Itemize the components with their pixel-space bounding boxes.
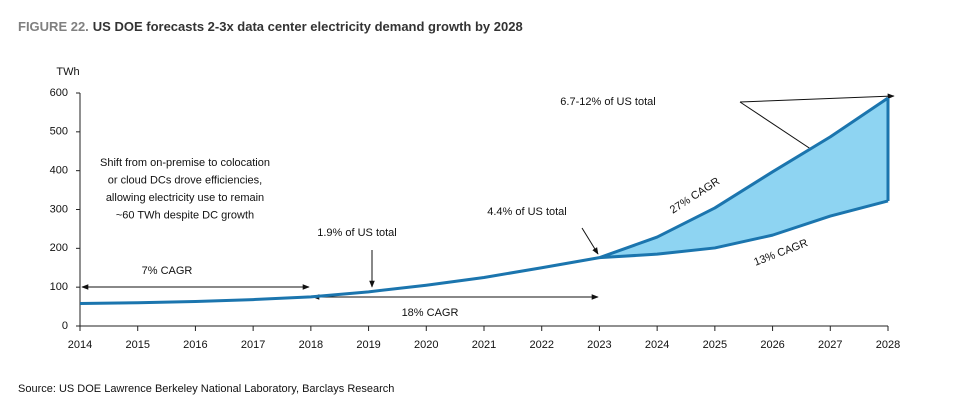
x-tick-label: 2026 (760, 339, 784, 351)
y-axis-label: TWh (56, 66, 79, 78)
arrow (739, 93, 895, 103)
annotation: 7% CAGR (142, 265, 193, 277)
x-tick-label: 2022 (529, 339, 553, 351)
x-tick-label: 2027 (818, 339, 842, 351)
series-line (599, 199, 889, 260)
x-tick-label: 2016 (183, 339, 207, 351)
annotation: 13% CAGR (752, 237, 809, 269)
note-line: ~60 TWh despite DC growth (116, 209, 254, 221)
x-tick-label: 2018 (299, 339, 323, 351)
x-tick-label: 2017 (241, 339, 265, 351)
x-tick-label: 2014 (68, 339, 92, 351)
annotation: 1.9% of US total (317, 227, 397, 239)
x-tick-label: 2023 (587, 339, 611, 351)
forecast-band (599, 98, 888, 258)
x-tick-label: 2015 (125, 339, 149, 351)
y-tick-label: 300 (50, 203, 68, 215)
x-tick-label: 2021 (472, 339, 496, 351)
x-tick-label: 2024 (645, 339, 669, 351)
series-line (79, 256, 600, 305)
y-tick-label: 100 (50, 281, 68, 293)
x-tick-label: 2025 (703, 339, 727, 351)
y-tick-label: 0 (62, 320, 68, 332)
chart-title: FIGURE 22. US DOE forecasts 2-3x data cen… (18, 19, 523, 34)
annotation: 6.7-12% of US total (560, 96, 655, 108)
title-text: US DOE forecasts 2-3x data center electr… (93, 19, 523, 34)
y-tick-label: 500 (50, 126, 68, 138)
y-tick-label: 400 (50, 165, 68, 177)
note-line: allowing electricity use to remain (106, 192, 264, 204)
annotation: 4.4% of US total (487, 206, 567, 218)
source: Source: US DOE Lawrence Berkeley Nationa… (18, 383, 394, 395)
y-tick-label: 200 (50, 242, 68, 254)
note-line: Shift from on-premise to colocation (100, 157, 270, 169)
x-tick-label: 2019 (356, 339, 380, 351)
x-tick-label: 2028 (876, 339, 900, 351)
figure-label: FIGURE 22. (18, 19, 89, 34)
note-line: or cloud DCs drove efficiencies, (108, 174, 262, 186)
x-tick-label: 2020 (414, 339, 438, 351)
series-line (598, 96, 889, 260)
arrow (581, 227, 599, 255)
y-tick-label: 600 (50, 87, 68, 99)
annotation: 18% CAGR (402, 307, 459, 319)
